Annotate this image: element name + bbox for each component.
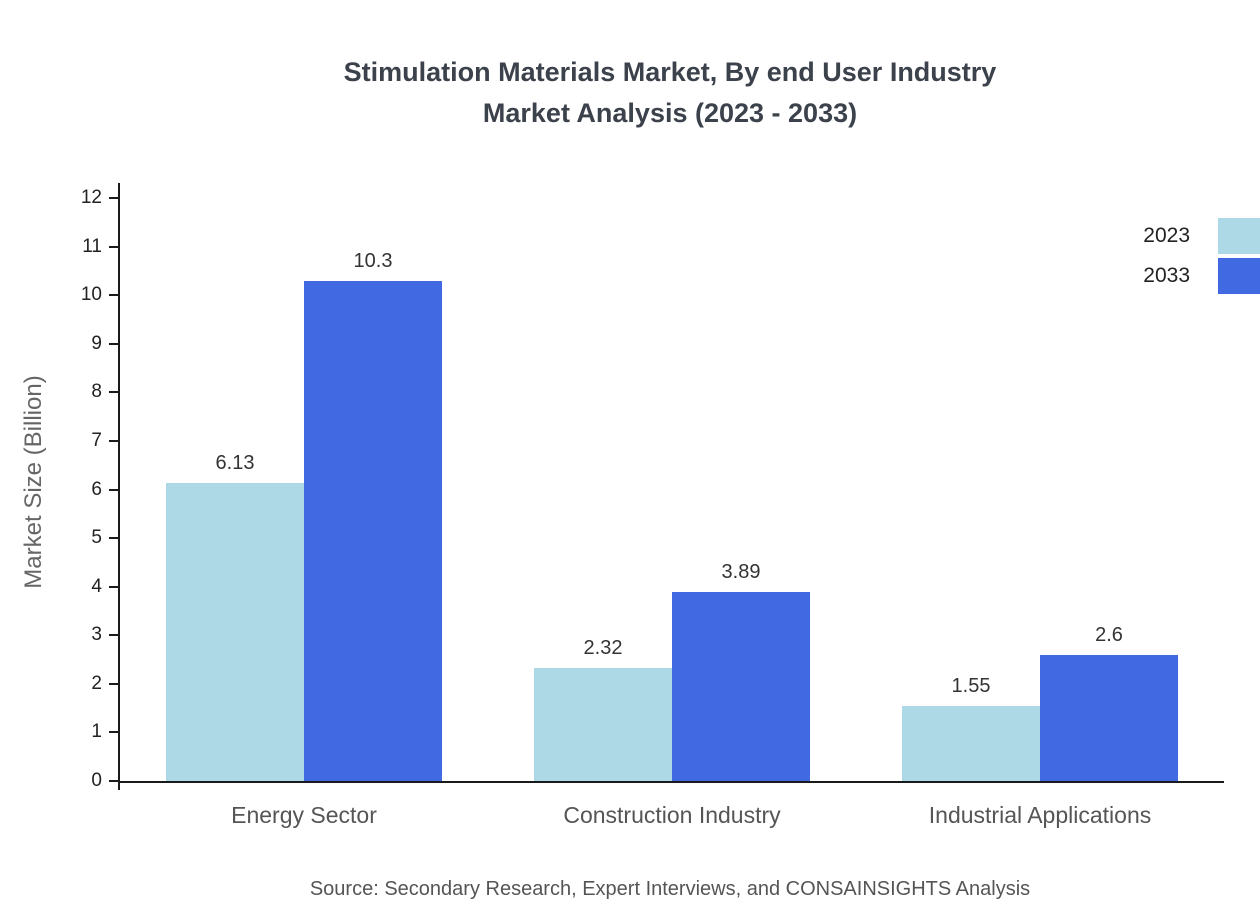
y-axis-tick (109, 294, 118, 297)
bar-value-label: 2.32 (583, 637, 623, 660)
chart-title-line1: Stimulation Materials Market, By end Use… (343, 57, 997, 87)
y-axis-tick-label: 6 (91, 478, 102, 500)
y-axis-tick-label: 9 (91, 332, 102, 354)
legend: 2023 2033 (1143, 216, 1260, 296)
y-axis-tick (109, 634, 118, 637)
category-label: Energy Sector (231, 802, 377, 828)
y-axis-tick (109, 731, 118, 734)
legend-item: 2033 (1143, 256, 1260, 296)
legend-label: 2023 (1143, 224, 1190, 247)
bar-2033 (672, 592, 810, 781)
y-axis-spine-extension (118, 781, 120, 790)
y-axis-tick-label: 2 (91, 672, 102, 694)
y-axis-label: Market Size (Billion) (20, 375, 47, 589)
bar-value-label: 3.89 (721, 561, 761, 584)
y-axis-tick-label: 12 (80, 187, 102, 208)
bar-2023 (902, 705, 1040, 781)
y-axis-tick-label: 3 (91, 624, 102, 646)
source-note: Source: Secondary Research, Expert Inter… (309, 878, 1031, 900)
bar-value-label: 10.3 (353, 249, 393, 272)
y-axis-tick (109, 197, 118, 199)
category-label: Industrial Applications (928, 802, 1152, 828)
legend-swatch-2033 (1218, 258, 1260, 294)
y-axis-tick-label: 1 (91, 721, 102, 743)
legend-swatch-2023 (1218, 218, 1260, 254)
chart-title: Stimulation Materials Market, By end Use… (118, 52, 1222, 133)
y-axis-tick (109, 391, 118, 394)
y-axis-tick-label: 5 (91, 527, 102, 549)
legend-item: 2023 (1143, 216, 1260, 256)
y-axis-tick-label: 11 (82, 235, 102, 257)
bar-2033 (304, 280, 442, 781)
bar-value-label: 1.55 (951, 674, 991, 697)
y-axis-tick (109, 488, 118, 491)
bar-2023 (534, 668, 672, 781)
category-label: Construction Industry (563, 802, 781, 828)
y-axis-tick (109, 585, 118, 588)
y-axis-tick (109, 780, 118, 782)
legend-label: 2033 (1143, 264, 1190, 287)
y-axis-tick-label: 0 (91, 770, 102, 791)
bar-2023 (166, 483, 304, 781)
plot-area: 0 1 2 3 4 5 6 7 8 9 10 11 12 Energy Sector 6.13 10.3 Con… (81, 183, 1224, 828)
chart-title-line2: Market Analysis (2023 - 2033) (482, 97, 858, 128)
y-axis-tick-label: 8 (91, 381, 102, 403)
bar-value-label: 2.6 (1095, 623, 1123, 646)
y-axis-tick (109, 245, 118, 248)
y-axis-tick-label: 10 (80, 284, 102, 306)
y-axis-tick-label: 4 (91, 575, 102, 597)
bar-value-label: 6.13 (215, 452, 255, 475)
bar-2033 (1040, 654, 1178, 781)
y-axis-tick (109, 537, 118, 540)
y-axis-tick (109, 682, 118, 685)
y-axis-tick (109, 342, 118, 345)
y-axis-tick-label: 7 (91, 429, 102, 451)
y-axis-tick (109, 439, 118, 442)
